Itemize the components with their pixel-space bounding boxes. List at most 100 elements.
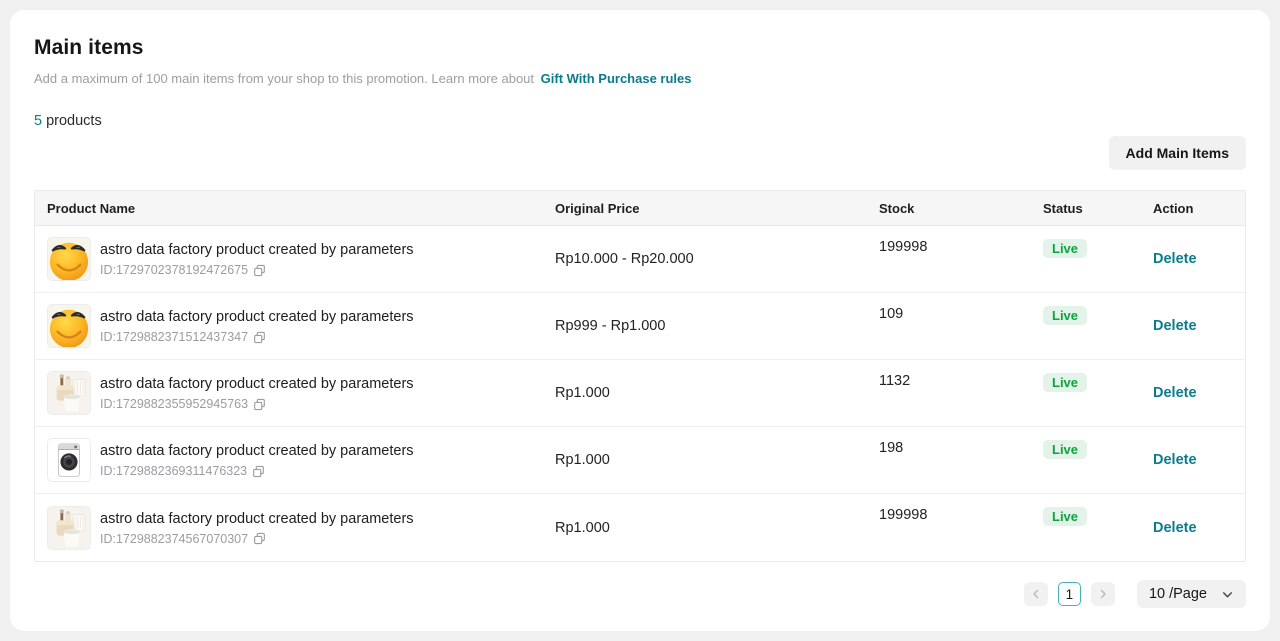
- product-name: astro data factory product created by pa…: [100, 443, 414, 459]
- product-id: ID:1729882355952945763: [100, 397, 249, 411]
- status-cell: Live: [1043, 427, 1153, 459]
- original-price: Rp1.000: [555, 452, 610, 468]
- product-image: [47, 438, 91, 482]
- stock-value: 199998: [879, 507, 928, 523]
- products-count-label: products: [46, 113, 102, 129]
- product-id-line: ID:1729702378192472675: [100, 263, 414, 277]
- pagination: 1 10 /Page: [34, 580, 1246, 608]
- status-cell: Live: [1043, 293, 1153, 325]
- product-id-line: ID:1729882369311476323: [100, 464, 414, 478]
- column-header-status: Status: [1043, 200, 1083, 216]
- action-cell: Delete: [1153, 250, 1245, 268]
- product-image: [47, 371, 91, 415]
- product-id-line: ID:1729882374567070307: [100, 532, 414, 546]
- product-text: astro data factory product created by pa…: [100, 308, 414, 344]
- chevron-right-icon: [1097, 588, 1109, 600]
- products-table: Product Name Original Price Stock Status…: [34, 190, 1246, 562]
- table-row: astro data factory product created by pa…: [35, 427, 1245, 494]
- copy-icon[interactable]: [253, 264, 266, 277]
- product-cell: astro data factory product created by pa…: [35, 237, 555, 281]
- previous-page-button[interactable]: [1023, 582, 1048, 606]
- product-image: [47, 237, 91, 281]
- column-header-original-price: Original Price: [555, 200, 640, 216]
- product-id-line: ID:1729882371512437347: [100, 330, 414, 344]
- product-text: astro data factory product created by pa…: [100, 375, 414, 411]
- product-id: ID:1729882374567070307: [100, 531, 249, 546]
- product-id-line: ID:1729882355952945763: [100, 397, 414, 411]
- stock-value: 198: [879, 440, 904, 456]
- product-cell: astro data factory product created by pa…: [35, 505, 555, 550]
- action-cell: Delete: [1153, 317, 1245, 335]
- delete-link[interactable]: Delete: [1153, 251, 1197, 267]
- status-badge: Live: [1043, 373, 1088, 392]
- gift-with-purchase-rules-link[interactable]: Gift With Purchase rules: [540, 71, 692, 86]
- copy-icon[interactable]: [253, 532, 266, 545]
- add-main-items-button[interactable]: Add Main Items: [1108, 136, 1246, 170]
- bathroom-set-image: [48, 372, 90, 414]
- product-id: ID:1729882371512437347: [100, 330, 249, 344]
- column-header-stock: Stock: [879, 200, 915, 216]
- product-name: astro data factory product created by pa…: [100, 242, 414, 258]
- toolbar: Add Main Items: [34, 136, 1246, 170]
- subtitle-text: Add a maximum of 100 main items from you…: [34, 71, 535, 86]
- action-cell: Delete: [1153, 519, 1245, 537]
- table-header-row: Product Name Original Price Stock Status…: [35, 191, 1245, 226]
- table-row: astro data factory product created by pa…: [35, 360, 1245, 427]
- product-name: astro data factory product created by pa…: [100, 309, 414, 325]
- copy-icon[interactable]: [253, 331, 266, 344]
- delete-link[interactable]: Delete: [1153, 318, 1197, 334]
- status-badge: Live: [1043, 507, 1088, 526]
- table-row: astro data factory product created by pa…: [35, 226, 1245, 293]
- product-image: [47, 304, 91, 348]
- table-row: astro data factory product created by pa…: [35, 494, 1245, 561]
- product-id: ID:1729882369311476323: [100, 464, 248, 478]
- action-cell: Delete: [1153, 384, 1245, 402]
- product-cell: astro data factory product created by pa…: [35, 438, 555, 482]
- page-number-button[interactable]: 1: [1057, 582, 1081, 606]
- status-badge: Live: [1043, 440, 1088, 459]
- column-header-product-name: Product Name: [47, 200, 136, 216]
- status-cell: Live: [1043, 494, 1153, 526]
- status-cell: Live: [1043, 226, 1153, 258]
- product-name: astro data factory product created by pa…: [100, 510, 414, 527]
- column-header-action: Action: [1153, 200, 1194, 216]
- products-count: 5 products: [34, 113, 1246, 129]
- products-count-number: 5: [34, 113, 43, 129]
- next-page-button[interactable]: [1090, 582, 1115, 606]
- page-title: Main items: [34, 36, 144, 59]
- product-text: astro data factory product created by pa…: [100, 442, 414, 478]
- product-id: ID:1729702378192472675: [100, 263, 249, 277]
- delete-link[interactable]: Delete: [1153, 519, 1197, 536]
- chevron-left-icon: [1030, 588, 1042, 600]
- product-name: astro data factory product created by pa…: [100, 376, 414, 392]
- product-text: astro data factory product created by pa…: [100, 241, 414, 277]
- page-subtitle: Add a maximum of 100 main items from you…: [34, 71, 1246, 86]
- status-badge: Live: [1043, 239, 1088, 258]
- washing-machine-image: [48, 439, 90, 481]
- copy-icon[interactable]: [253, 398, 266, 411]
- original-price: Rp1.000: [555, 385, 610, 401]
- original-price: Rp10.000 - Rp20.000: [555, 251, 694, 267]
- delete-link[interactable]: Delete: [1153, 385, 1197, 401]
- product-image: [47, 505, 91, 550]
- product-cell: astro data factory product created by pa…: [35, 371, 555, 415]
- stock-value: 109: [879, 306, 904, 322]
- copy-icon[interactable]: [252, 465, 265, 478]
- main-items-panel: Main items Add a maximum of 100 main ite…: [10, 10, 1270, 631]
- status-badge: Live: [1043, 306, 1088, 325]
- table-body: astro data factory product created by pa…: [35, 226, 1245, 561]
- product-text: astro data factory product created by pa…: [100, 510, 414, 546]
- smiley-emoji-image: [48, 238, 90, 280]
- original-price: Rp1.000: [555, 519, 610, 536]
- bathroom-set-image: [48, 506, 90, 549]
- delete-link[interactable]: Delete: [1153, 452, 1197, 468]
- page-size-value: 10 /Page: [1148, 586, 1207, 602]
- chevron-down-icon: [1221, 588, 1234, 601]
- table-row: astro data factory product created by pa…: [35, 293, 1245, 360]
- page-size-select[interactable]: 10 /Page: [1136, 580, 1246, 608]
- original-price: Rp999 - Rp1.000: [555, 318, 666, 334]
- product-cell: astro data factory product created by pa…: [35, 304, 555, 348]
- stock-value: 1132: [879, 373, 911, 389]
- stock-value: 199998: [879, 239, 928, 255]
- status-cell: Live: [1043, 360, 1153, 392]
